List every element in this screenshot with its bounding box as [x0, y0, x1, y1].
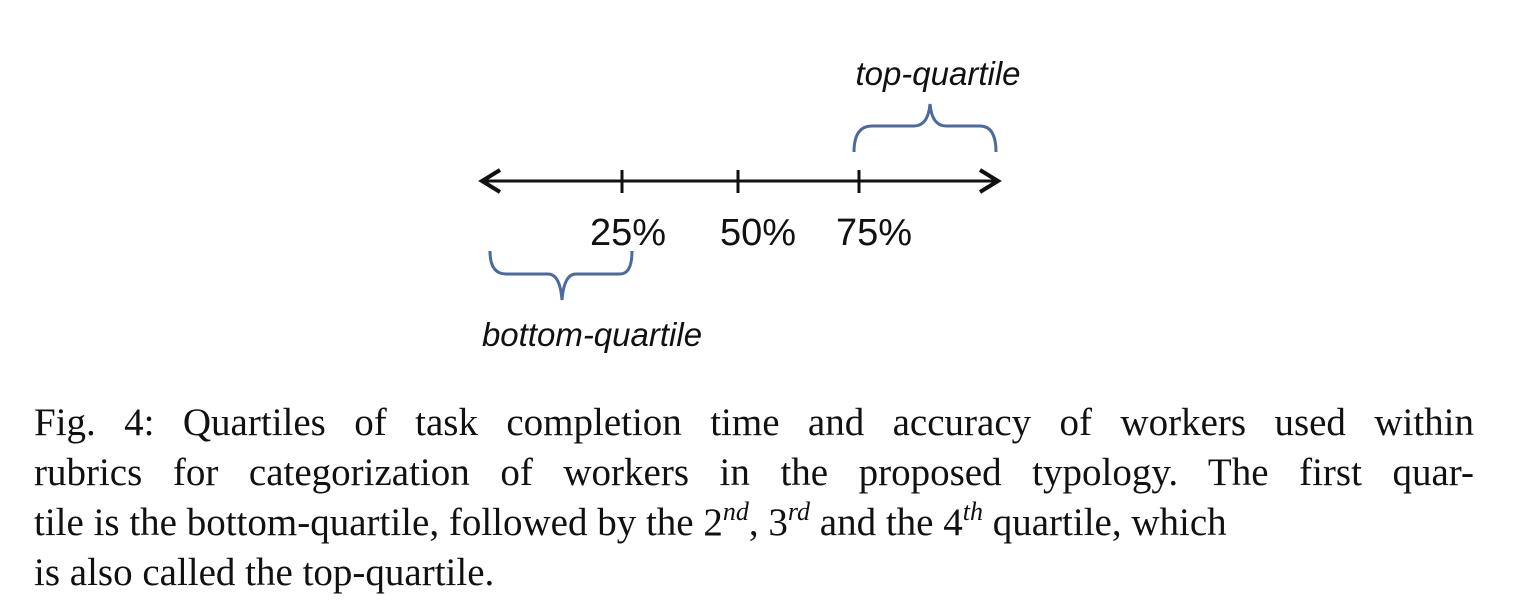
caption-line-3-part-b: , 3 — [748, 501, 788, 544]
superscript-th: th — [962, 497, 983, 526]
tick-label-75: 75% — [836, 212, 912, 254]
caption-line-3-part-a: tile is the bottom-quartile, followed by… — [34, 501, 723, 544]
right-arrowhead — [978, 168, 1002, 194]
caption-line-3-part-d: quartile, which — [982, 501, 1227, 544]
tick-label-50: 50% — [720, 212, 796, 254]
top-quartile-brace — [852, 103, 998, 153]
caption-line-4: is also called the top-quartile. — [34, 551, 495, 594]
figure-caption: Fig. 4: Quartiles of task completion tim… — [34, 398, 1474, 598]
caption-line-2: rubrics for categorization of workers in… — [34, 451, 1474, 494]
bottom-quartile-brace — [488, 250, 634, 301]
top-quartile-label: top-quartile — [855, 55, 1020, 92]
superscript-nd: nd — [722, 497, 749, 526]
bottom-quartile-label: bottom-quartile — [482, 316, 702, 353]
caption-line-1: Fig. 4: Quartiles of task completion tim… — [34, 401, 1474, 444]
left-arrowhead — [478, 168, 502, 194]
caption-line-3-part-c: and the 4 — [810, 501, 963, 544]
caption-line-3: tile is the bottom-quartile, followed by… — [34, 498, 1474, 548]
tick-label-25: 25% — [590, 212, 666, 254]
superscript-rd: rd — [787, 497, 811, 526]
quartile-diagram: 25% 50% 75% top-quartile bottom-quartile — [478, 55, 1021, 353]
